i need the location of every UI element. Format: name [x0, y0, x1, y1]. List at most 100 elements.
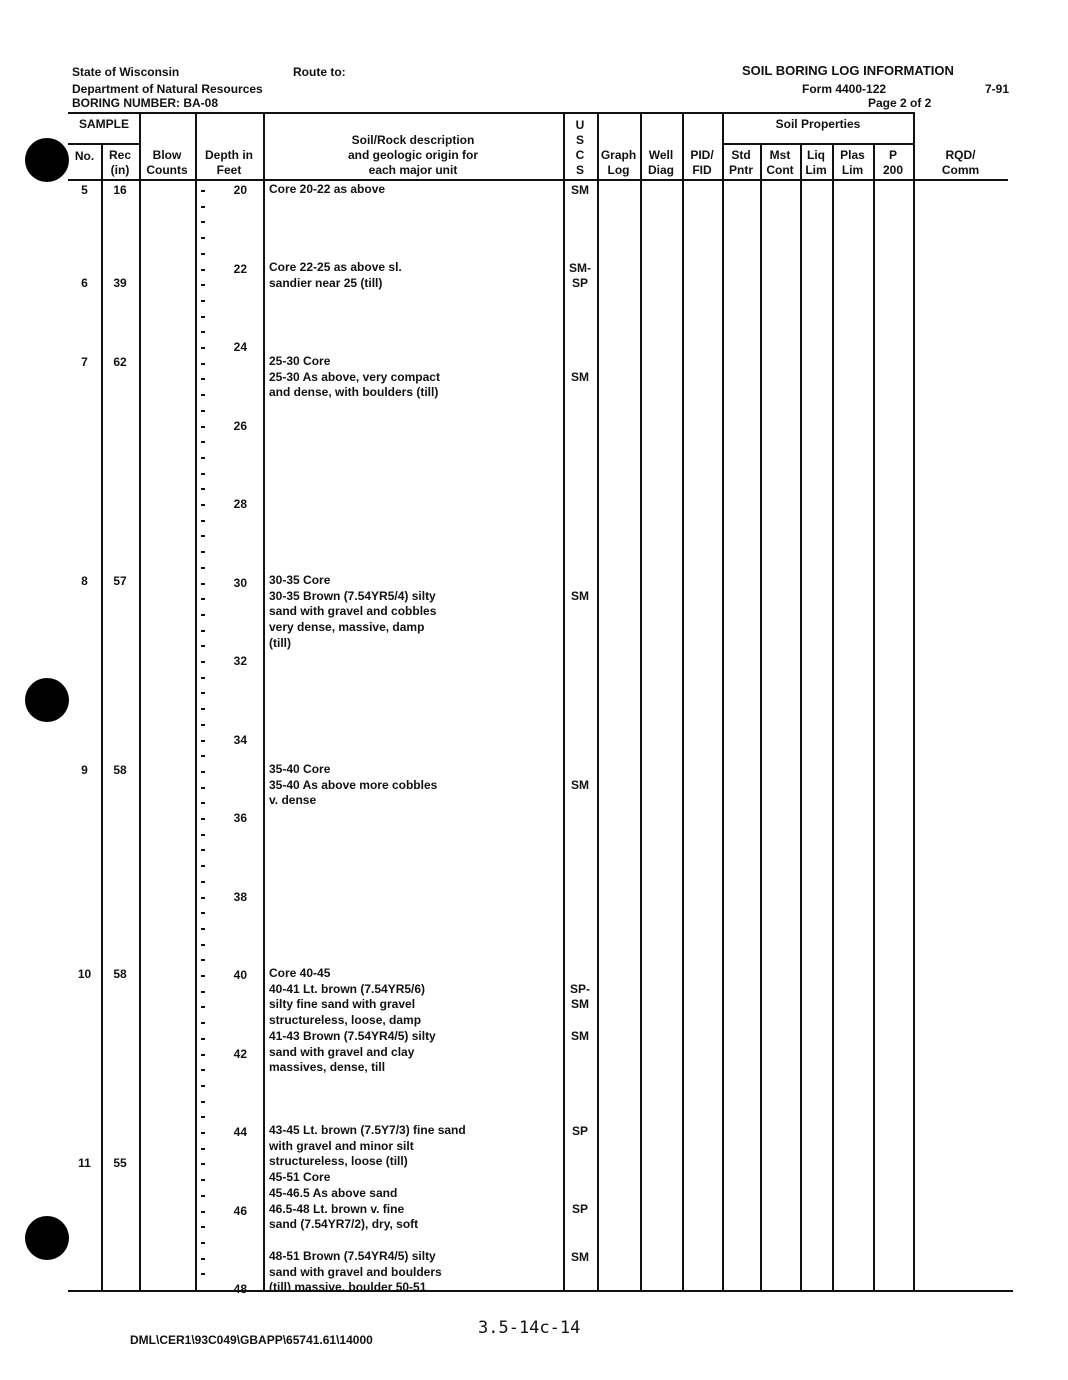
soil-description-line: sand with gravel and clay [269, 1044, 415, 1059]
sample-recovery: 62 [113, 355, 127, 369]
soil-description-line: 43-45 Lt. brown (7.5Y7/3) fine sand [269, 1123, 466, 1137]
soil-description-line: Core 20-22 as above [269, 182, 386, 196]
column-header-uscs: S [575, 163, 584, 177]
depth-label: 20 [233, 183, 247, 197]
depth-tick [201, 1163, 205, 1166]
column-header-soil-properties: Soil Properties [775, 117, 861, 131]
column-header-rqd: Comm [941, 163, 980, 177]
soil-description-line: and dense, with boulders (till) [269, 385, 439, 400]
uscs-code: SM [571, 1029, 589, 1043]
sample-number: 9 [81, 763, 88, 777]
column-divider [760, 143, 762, 1290]
column-header-rec: (in) [110, 163, 130, 177]
soil-description-line: 25-30 Core [269, 354, 331, 368]
punch-hole [25, 1216, 69, 1260]
depth-tick [201, 1132, 205, 1134]
depth-tick [201, 1100, 205, 1103]
boring-number: BORING NUMBER: BA-08 [72, 96, 219, 110]
depth-label: 44 [233, 1125, 247, 1139]
sample-number: 5 [81, 183, 88, 197]
soil-description-line: sand with gravel and cobbles [269, 604, 437, 619]
form-title: SOIL BORING LOG INFORMATION [742, 63, 954, 78]
depth-tick [201, 802, 205, 805]
soil-description-line: sandier near 25 (till) [269, 275, 383, 290]
soil-description-line: with gravel and minor silt [269, 1138, 414, 1153]
header-bottom-border [68, 179, 1008, 181]
depth-tick [201, 190, 205, 192]
depth-tick [201, 425, 205, 428]
depth-tick [201, 770, 205, 773]
depth-label: 26 [233, 418, 247, 433]
soil-description-line: sand (7.54YR7/2), dry, soft [269, 1217, 419, 1232]
depth-tick [201, 896, 205, 899]
depth-tick [201, 1022, 205, 1025]
soil-description-line: 41-43 Brown (7.54YR4/5) silty [269, 1028, 436, 1043]
column-divider [101, 143, 103, 1290]
depth-label: 38 [233, 889, 247, 904]
table-top-border [68, 112, 914, 114]
soil-description-line: 30-35 Core [269, 573, 331, 587]
column-divider [832, 143, 834, 1290]
depth-tick [201, 284, 205, 287]
sample-number: 11 [78, 1156, 91, 1170]
depth-tick [201, 708, 205, 711]
depth-tick [201, 959, 205, 962]
soil-description-line: silty fine sand with gravel [269, 997, 416, 1012]
column-header-std: Pntr [729, 163, 753, 177]
depth-tick [201, 818, 205, 820]
column-header-graph: Graph [600, 148, 637, 162]
depth-tick [201, 221, 205, 224]
soil-description-line: 35-40 Core [269, 762, 331, 776]
agency: State of Wisconsin [72, 65, 180, 79]
depth-tick [201, 1053, 205, 1056]
column-header-well: Well [648, 148, 674, 162]
depth-tick [201, 582, 205, 585]
depth-tick [201, 975, 205, 977]
depth-tick [201, 488, 205, 491]
column-header-desc: each major unit [368, 163, 458, 177]
depth-tick [201, 1147, 205, 1150]
column-header-std: Std [731, 148, 751, 162]
depth-label: 46 [233, 1203, 247, 1218]
depth-tick [201, 299, 205, 302]
soil-description-line: Core 22-25 as above sl. [269, 260, 402, 274]
column-header-rec: Rec [108, 148, 131, 162]
depth-label: 28 [233, 497, 247, 511]
soil-description-line: Core 40-45 [269, 966, 331, 980]
soil-description-line: 45-51 Core [269, 1170, 331, 1185]
page-number: Page 2 of 2 [868, 96, 932, 110]
column-header-graph: Log [607, 163, 630, 177]
column-header-p200: P [888, 148, 897, 162]
department: Department of Natural Resources [72, 82, 263, 96]
column-header-liq: Liq [807, 148, 825, 162]
column-header-uscs: S [575, 133, 584, 147]
file-path: DML\CER1\93C049\GBAPP\65741.61\14000 [130, 1333, 373, 1347]
route-to: Route to: [293, 65, 346, 79]
depth-tick [201, 1006, 205, 1009]
punch-hole [25, 138, 69, 182]
column-header-pid: FID [692, 163, 712, 177]
column-header-desc: Soil/Rock description [351, 133, 475, 147]
sample-recovery: 16 [113, 183, 127, 197]
sample-recovery: 39 [113, 276, 127, 290]
uscs-code: SP [571, 1202, 588, 1216]
depth-tick [201, 1069, 205, 1072]
uscs-code: SM [571, 370, 589, 384]
depth-tick [201, 441, 205, 444]
depth-tick [201, 927, 205, 930]
column-header-depth: Feet [216, 163, 242, 177]
column-header-depth: Depth in [205, 148, 253, 162]
page-code: 3.5-14c-14 [478, 1318, 581, 1338]
depth-tick [201, 1116, 205, 1119]
depth-tick [201, 723, 205, 726]
uscs-code: SM- [569, 261, 591, 275]
soil-description-line: 45-46.5 As above sand [269, 1185, 398, 1200]
depth-label: 42 [233, 1046, 247, 1061]
soil-description-line: massives, dense, till [269, 1060, 386, 1075]
depth-label: 32 [233, 654, 247, 668]
column-header-mst: Cont [766, 163, 794, 177]
uscs-code: SP [571, 276, 588, 290]
uscs-code: SP [571, 1124, 588, 1138]
depth-tick [201, 331, 205, 334]
